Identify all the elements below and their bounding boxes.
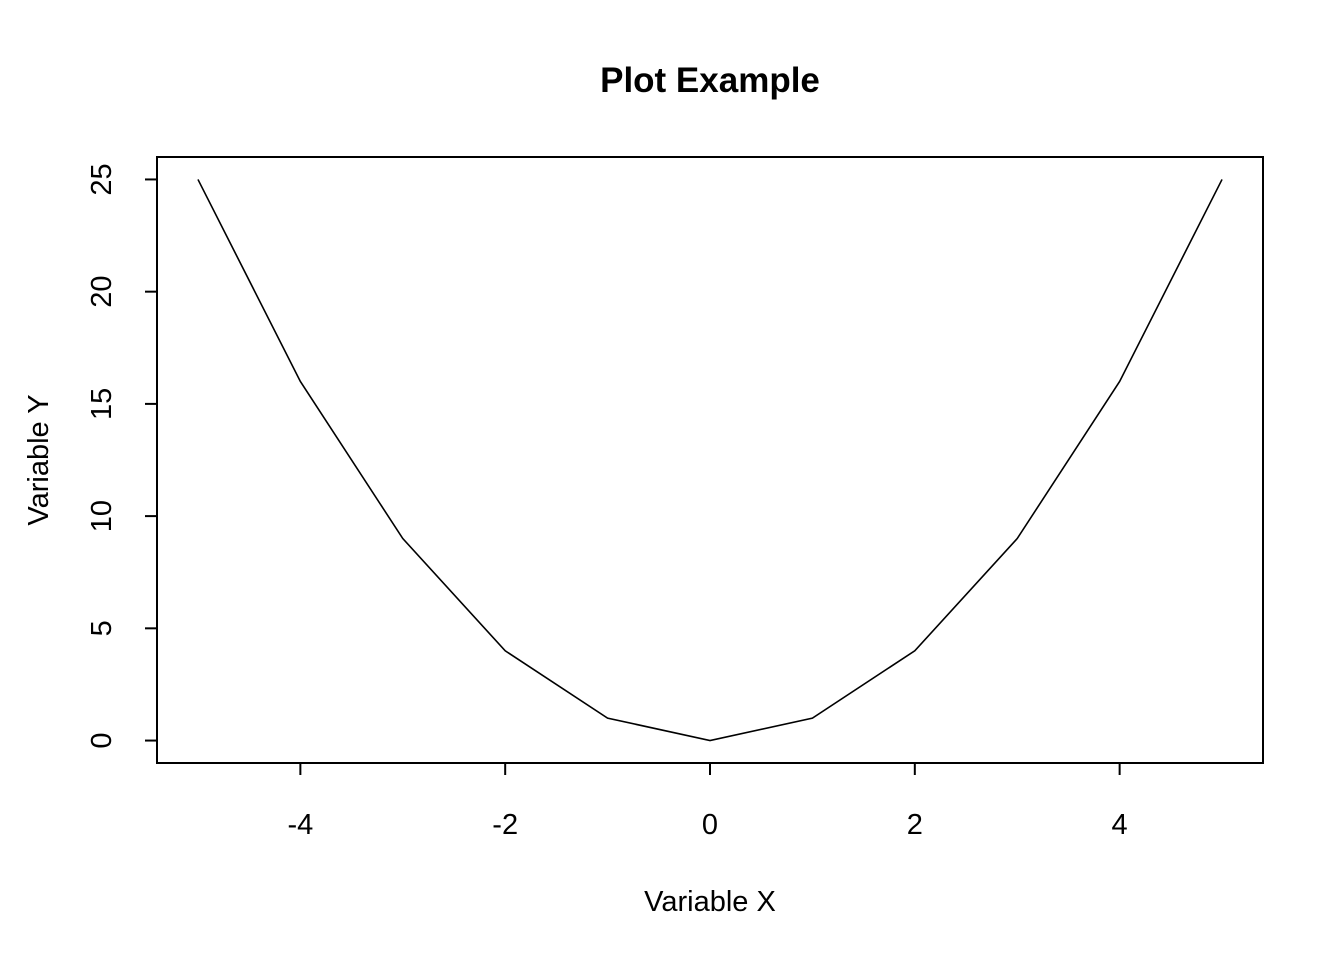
chart-title: Plot Example [600,61,820,100]
y-tick-label: 0 [86,732,118,748]
x-tick-label: 4 [1112,809,1128,841]
y-axis-label: Variable Y [23,394,55,525]
y-tick-label: 15 [86,388,118,420]
x-tick-label: 0 [702,809,718,841]
y-tick-label: 25 [86,163,118,195]
y-axis: 0 5 10 15 20 25 [86,163,158,749]
y-tick-label: 20 [86,276,118,308]
series-line [197,179,1223,742]
y-tick-label: 10 [86,500,118,532]
x-tick-label: -2 [492,809,518,841]
x-axis: -4 -2 0 2 4 [287,762,1128,841]
x-axis-label: Variable X [644,886,776,918]
series-layer [197,179,1223,742]
x-tick-label: 2 [907,809,923,841]
plot-area-border [156,156,1264,764]
y-tick-label: 5 [86,620,118,636]
x-tick-label: -4 [287,809,313,841]
